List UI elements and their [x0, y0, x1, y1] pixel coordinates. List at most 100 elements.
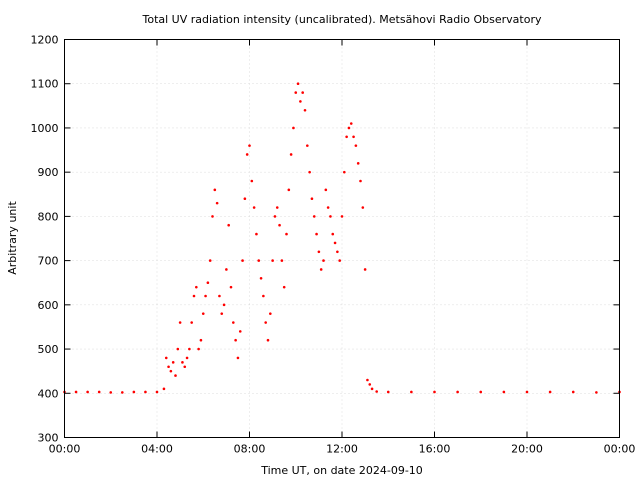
data-point [208, 259, 212, 262]
data-point [354, 144, 358, 147]
data-point [301, 91, 304, 94]
data-point [74, 390, 78, 394]
data-point [368, 383, 372, 386]
data-point [410, 390, 413, 394]
data-point [252, 206, 256, 209]
data-point [144, 390, 147, 394]
y-tick-label: 800 [38, 210, 59, 223]
y-tick-label: 300 [38, 432, 59, 445]
data-point [548, 390, 552, 394]
data-point [204, 294, 207, 298]
y-tick-label: 400 [38, 387, 59, 400]
data-point [338, 259, 341, 262]
data-point [227, 223, 230, 227]
data-point [232, 321, 235, 324]
data-point [363, 268, 367, 271]
x-tick-label: 00:00 [49, 443, 81, 456]
data-point [356, 162, 360, 165]
data-point [296, 82, 300, 86]
data-point [289, 153, 293, 156]
x-tick-label: 08:00 [234, 443, 266, 456]
x-tick-label: 12:00 [326, 443, 358, 456]
data-point [322, 259, 325, 262]
data-point [317, 250, 321, 254]
data-point [169, 369, 173, 373]
data-point [86, 390, 89, 394]
data-point [273, 215, 277, 218]
data-point [370, 387, 374, 391]
y-tick-label: 1100 [31, 78, 59, 91]
x-tick-label: 00:00 [604, 443, 636, 456]
data-point [433, 390, 436, 394]
data-point [220, 312, 224, 315]
data-point [164, 356, 168, 360]
data-point [174, 374, 177, 377]
data-point [218, 294, 221, 298]
data-point [340, 215, 344, 218]
data-point [319, 268, 323, 271]
data-point [262, 294, 265, 298]
x-tick-label: 20:00 [511, 443, 543, 456]
data-point [155, 390, 159, 394]
data-point [257, 259, 261, 262]
data-point [278, 223, 281, 227]
data-point [245, 153, 249, 156]
data-series [63, 82, 621, 394]
y-tick-label: 1000 [31, 122, 59, 135]
data-point [259, 277, 263, 280]
data-point [345, 135, 348, 139]
data-point [315, 232, 318, 236]
data-point [190, 321, 193, 324]
data-point [192, 294, 196, 298]
data-point [349, 122, 353, 125]
data-point [310, 197, 314, 200]
data-point [241, 259, 244, 262]
x-axis: 00:00 04:00 08:00 12:00 16:00 20:00 00:00 [49, 39, 636, 456]
data-point [329, 215, 332, 218]
data-point [229, 285, 233, 289]
data-point [299, 100, 302, 103]
data-point [248, 144, 251, 147]
data-point [167, 365, 170, 369]
y-tick-label: 900 [38, 166, 59, 179]
x-tick-label: 16:00 [419, 443, 451, 456]
data-point [199, 338, 203, 342]
data-point [502, 390, 506, 394]
data-point [347, 126, 351, 130]
data-point [366, 378, 369, 382]
x-axis-label: Time UT, on date 2024-09-10 [260, 464, 423, 477]
y-tick-label: 1200 [31, 34, 59, 47]
data-point [213, 188, 217, 192]
data-point [264, 321, 267, 324]
data-point [181, 361, 184, 364]
data-point [386, 390, 390, 394]
data-point [333, 241, 337, 245]
data-point [171, 361, 175, 364]
data-point [292, 126, 295, 130]
data-point [326, 206, 330, 209]
data-point [456, 390, 459, 394]
y-tick-label: 500 [38, 343, 59, 356]
y-tick-label: 600 [38, 299, 59, 312]
data-point [331, 232, 335, 236]
data-point [308, 170, 311, 174]
data-point [206, 281, 210, 285]
data-point [595, 391, 598, 394]
data-point [109, 391, 113, 394]
data-point [121, 391, 124, 394]
data-point [275, 206, 279, 209]
data-point [306, 144, 309, 147]
data-point [197, 347, 200, 351]
data-point [255, 232, 258, 236]
data-point [195, 285, 198, 289]
data-point [525, 390, 529, 394]
grid-lines [64, 39, 620, 438]
data-point [282, 285, 286, 289]
data-point [185, 356, 189, 360]
data-point [178, 321, 182, 324]
data-point [250, 179, 254, 183]
data-point [162, 387, 166, 391]
data-point [215, 201, 219, 205]
x-tick-label: 04:00 [141, 443, 173, 456]
